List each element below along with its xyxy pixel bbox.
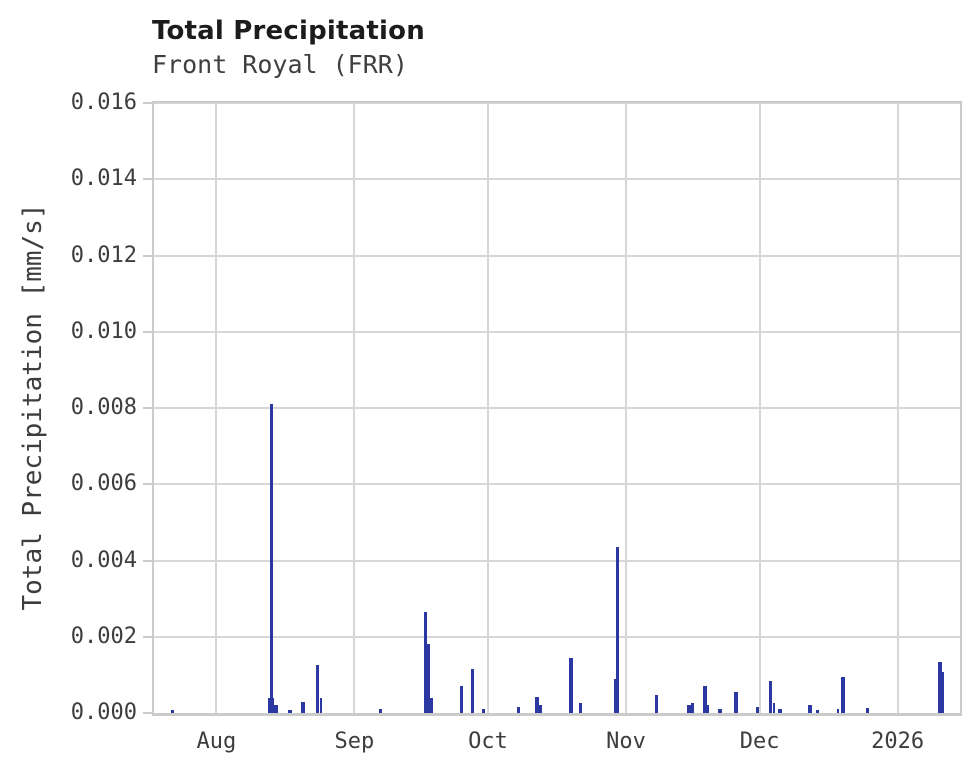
y-tick-mark bbox=[143, 178, 152, 181]
bar bbox=[613, 678, 617, 713]
chart-title: Total Precipitation bbox=[152, 16, 425, 46]
bar bbox=[569, 657, 573, 713]
y-tick-mark bbox=[143, 712, 152, 714]
y-gridline bbox=[154, 635, 960, 638]
bar bbox=[170, 710, 175, 713]
bar bbox=[459, 686, 464, 713]
y-tick-label: 0.002 bbox=[70, 623, 137, 649]
y-tick-label: 0.012 bbox=[70, 242, 137, 268]
bar bbox=[687, 705, 691, 713]
x-tick-label: 2026 bbox=[871, 729, 925, 754]
x-gridline bbox=[215, 103, 218, 713]
x-tick-label: Aug bbox=[196, 729, 237, 754]
bar bbox=[840, 676, 845, 713]
bar bbox=[316, 665, 320, 713]
bar bbox=[717, 709, 722, 713]
bar bbox=[423, 611, 427, 713]
y-tick-mark bbox=[143, 407, 152, 409]
bar bbox=[755, 707, 759, 713]
y-tick-label: 0.016 bbox=[70, 90, 137, 115]
x-tick-label: Oct bbox=[468, 729, 508, 754]
bar bbox=[836, 709, 839, 713]
bar bbox=[937, 662, 942, 713]
bar bbox=[778, 709, 782, 713]
x-tick-label: Nov bbox=[606, 729, 646, 754]
y-gridline bbox=[154, 559, 960, 562]
bar bbox=[270, 404, 273, 713]
bar bbox=[702, 686, 707, 713]
bar bbox=[301, 701, 306, 713]
bar bbox=[482, 709, 486, 713]
y-gridline bbox=[154, 407, 960, 409]
x-gridline bbox=[896, 103, 899, 713]
y-tick-label: 0.000 bbox=[70, 700, 137, 725]
x-tick-label: Sep bbox=[334, 729, 375, 754]
bar bbox=[768, 680, 773, 713]
plot-area bbox=[152, 101, 962, 716]
y-tick-mark bbox=[143, 254, 152, 257]
bar bbox=[808, 705, 813, 713]
y-axis-label: Total Precipitation [mm/s] bbox=[18, 203, 48, 611]
y-tick-mark bbox=[143, 330, 152, 333]
bar bbox=[535, 697, 540, 713]
bar bbox=[319, 697, 322, 713]
y-gridline bbox=[154, 178, 960, 181]
y-tick-mark bbox=[143, 483, 152, 486]
bar bbox=[690, 703, 695, 713]
bar bbox=[615, 547, 619, 713]
plot-inner bbox=[154, 103, 960, 713]
x-gridline bbox=[625, 103, 628, 713]
y-tick-label: 0.014 bbox=[70, 166, 137, 192]
y-tick-mark bbox=[143, 102, 152, 104]
x-gridline bbox=[758, 103, 761, 713]
x-gridline bbox=[353, 103, 356, 713]
bar bbox=[516, 707, 521, 713]
bar bbox=[733, 691, 738, 713]
y-gridline bbox=[154, 330, 960, 333]
bar bbox=[772, 703, 776, 713]
y-gridline bbox=[154, 254, 960, 257]
x-gridline bbox=[486, 103, 489, 713]
bar bbox=[378, 709, 383, 713]
bar bbox=[274, 704, 278, 713]
y-tick-label: 0.010 bbox=[70, 318, 137, 344]
y-tick-label: 0.008 bbox=[70, 395, 137, 420]
y-gridline bbox=[154, 483, 960, 486]
y-tick-mark bbox=[143, 559, 152, 562]
bar bbox=[941, 671, 944, 713]
bar bbox=[578, 702, 583, 713]
bar bbox=[470, 669, 475, 713]
y-tick-label: 0.004 bbox=[70, 547, 137, 573]
bar bbox=[865, 708, 870, 713]
bar bbox=[706, 705, 709, 713]
bar bbox=[654, 695, 659, 713]
bar bbox=[539, 705, 543, 713]
chart-subtitle: Front Royal (FRR) bbox=[152, 50, 408, 79]
bar bbox=[815, 709, 820, 713]
bar bbox=[426, 644, 430, 713]
y-tick-mark bbox=[143, 635, 152, 638]
bar bbox=[429, 697, 433, 713]
y-tick-label: 0.006 bbox=[70, 471, 137, 497]
bar bbox=[287, 710, 292, 713]
x-tick-label: Dec bbox=[739, 729, 780, 754]
y-gridline bbox=[154, 103, 960, 104]
